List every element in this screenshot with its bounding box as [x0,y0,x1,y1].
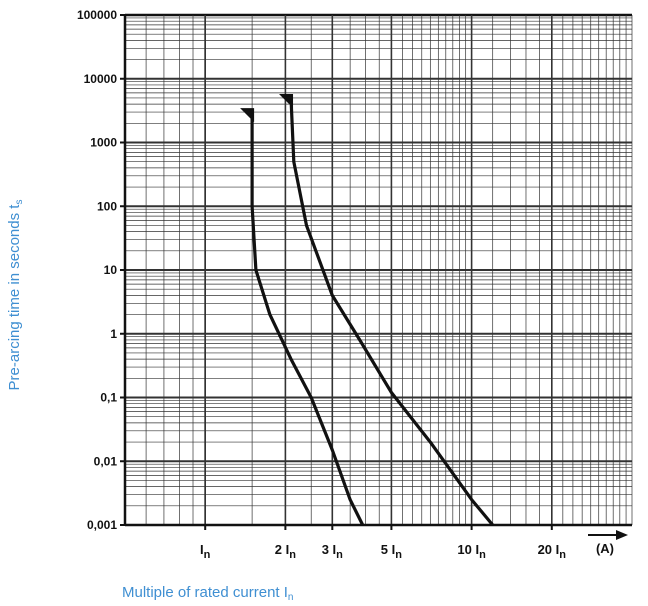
curve-1-point [255,269,257,271]
grid [124,13,633,526]
curve-1-point [290,358,292,360]
curve-1-point [251,205,253,208]
curve-2-point [390,391,393,394]
x-axis-label-text: Multiple of rated current I [122,584,288,601]
curve-1-point [349,498,351,501]
x-tick-label: 20 In [538,542,567,561]
x-axis-label-subscript: n [287,592,294,603]
x-tick-label-subscript: n [559,549,566,561]
y-tick-label: 10 [104,263,118,277]
x-tick-label-subscript: n [289,549,296,561]
x-axis-label: Multiple of rated current In [122,584,293,603]
curve-1-point [269,313,271,316]
y-axis-label-text: Pre-arcing time in seconds t [6,204,23,391]
y-tick-label: 1000 [90,136,117,150]
curve-1-point [331,449,334,451]
curve-2-point [305,224,308,227]
curve-2-point [331,294,334,297]
y-tick-label: 100 [97,199,117,213]
unit-arrow-head-icon [616,530,628,540]
unit-label: (A) [596,541,614,556]
curve-2-point [491,524,494,526]
y-tick-label: 0,001 [87,518,117,532]
curve-2-end-flag-icon [279,93,294,108]
y-tick-label: 0,01 [94,454,118,468]
x-tick-label-subscript: n [395,549,402,561]
curve-1-point [310,396,313,399]
y-tick-label: 0,1 [100,391,117,405]
x-tick-label: 10 In [457,542,486,561]
x-tick-label-subscript: n [336,549,343,561]
y-tick-label: 100000 [77,8,117,22]
x-tick-label: 2 In [275,542,296,561]
x-tick-label-subscript: n [204,549,211,561]
curve-1-end-flag-icon [240,108,255,123]
x-tick-label: In [200,542,211,561]
curve-2-point [292,160,295,163]
y-axis-label: Pre-arcing time in seconds ts [6,35,30,555]
x-tick-label: 5 In [381,542,402,561]
y-tick-label: 10000 [84,72,118,86]
x-tick-label-subscript: n [479,549,486,561]
x-tick-label: 3 In [322,542,343,561]
curve-2-point [470,498,473,501]
y-tick-label: 1 [110,327,117,341]
curve-1-point [361,524,364,526]
y-axis-label-subscript: s [14,199,25,205]
curve-2-point [358,339,361,341]
curve-2-point [429,441,432,443]
